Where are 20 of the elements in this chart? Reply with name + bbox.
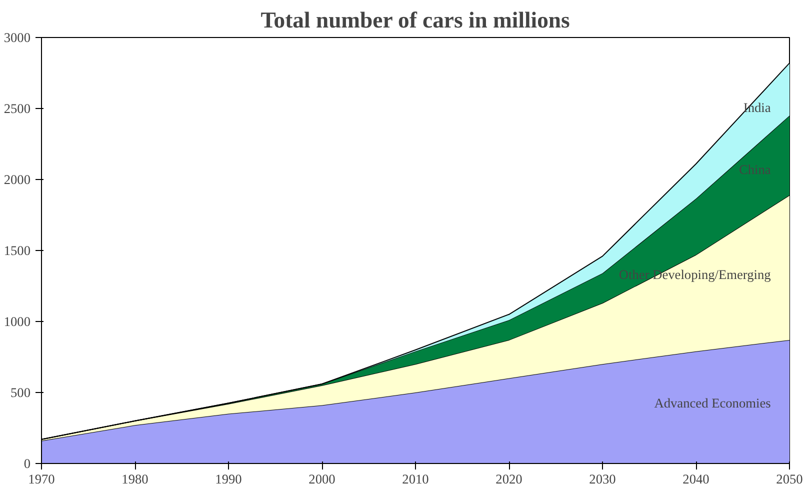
x-tick-label: 1970 bbox=[28, 472, 56, 486]
chart-title: Total number of cars in millions bbox=[260, 8, 570, 32]
y-tick-label: 2000 bbox=[4, 172, 31, 187]
series-label: Other Developing/Emerging bbox=[618, 267, 772, 282]
x-tick-label: 2000 bbox=[308, 472, 336, 486]
y-tick-label: 1500 bbox=[4, 243, 31, 258]
y-tick-label: 1000 bbox=[4, 314, 31, 329]
x-tick-label: 2050 bbox=[776, 472, 804, 486]
x-tick-label: 2010 bbox=[402, 472, 430, 486]
x-tick-label: 2040 bbox=[682, 472, 710, 486]
y-tick-label: 3000 bbox=[4, 30, 31, 45]
series-label: China bbox=[738, 162, 771, 178]
series-label: Advanced Economies bbox=[654, 395, 771, 410]
y-tick-label: 0 bbox=[24, 456, 31, 471]
x-tick-label: 1980 bbox=[122, 472, 149, 486]
x-tick-label: 2030 bbox=[589, 472, 616, 486]
y-tick-label: 2500 bbox=[4, 101, 31, 116]
x-tick-label: 2020 bbox=[496, 472, 523, 486]
y-tick-label: 500 bbox=[10, 385, 31, 400]
x-tick-label: 1990 bbox=[215, 472, 242, 486]
